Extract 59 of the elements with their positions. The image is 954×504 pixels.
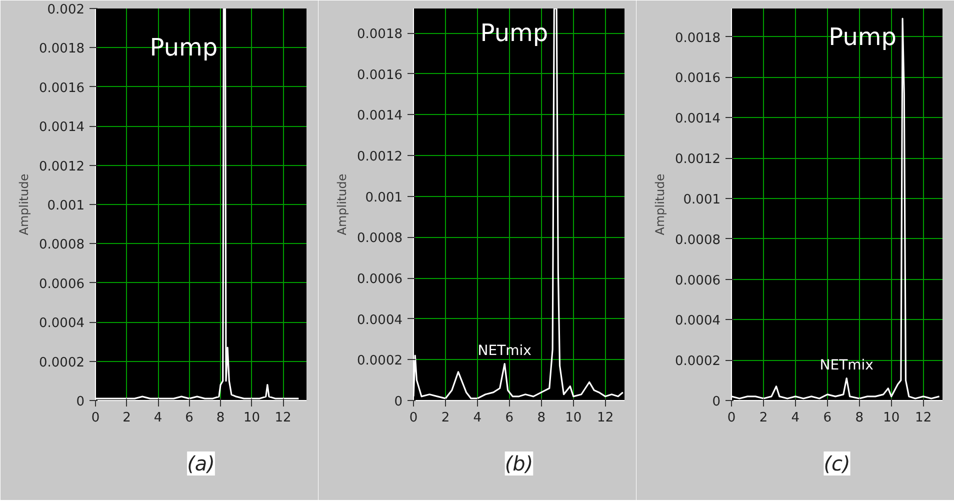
y-axis-title: Amplitude [653, 174, 668, 236]
y-tick-label: 0.0016 [357, 68, 403, 83]
y-tick-label: 0.0018 [39, 42, 85, 57]
y-tick-label: 0.002 [47, 2, 84, 18]
x-tick-label: 6 [185, 410, 194, 426]
x-tick-label: 2 [441, 410, 450, 426]
y-tick-label: 0.0006 [675, 273, 721, 288]
y-axis-title: Amplitude [17, 174, 32, 236]
y-tick-label: 0.0012 [357, 150, 403, 164]
x-tick-label: 10 [565, 410, 582, 426]
x-tick-label: 0 [409, 410, 418, 426]
y-tick-label: 0 [712, 394, 721, 410]
y-tick-label: 0.0006 [39, 276, 85, 292]
x-tick-label: 0 [91, 410, 100, 426]
x-tick-label: 4 [791, 410, 800, 426]
text: (b) [504, 452, 534, 476]
y-tick-label: 0.0014 [675, 112, 721, 127]
y-tick-label: 0.0012 [675, 152, 721, 168]
y-tick-label: 0 [76, 394, 85, 410]
x-tick-label: 8 [216, 410, 225, 426]
y-tick-label: 0.0004 [357, 312, 403, 328]
y-tick-label: 0.0014 [357, 108, 403, 124]
y-tick-label: 0.0002 [675, 354, 721, 370]
y-tick-label: 0.0004 [39, 316, 85, 332]
text: (c) [824, 452, 850, 476]
x-tick-label: 8 [855, 410, 864, 426]
x-tick-label: 10 [244, 410, 260, 426]
y-tick-label: 0.0008 [39, 238, 85, 253]
y-tick-label: 0.0002 [39, 355, 85, 370]
x-tick-label: 8 [537, 410, 546, 426]
y-tick-label: 0.0014 [39, 120, 85, 136]
y-tick-label: 0.0002 [357, 354, 403, 369]
x-tick-label: 2 [122, 410, 131, 426]
y-tick-label: 0.0006 [357, 272, 403, 287]
y-tick-label: 0.001 [365, 190, 402, 206]
y-tick-label: 0.0004 [675, 314, 721, 329]
x-tick-label: 4 [473, 410, 482, 426]
y-tick-label: 0.0008 [675, 232, 721, 248]
x-tick-label: 6 [823, 410, 832, 426]
y-tick-label: 0.0018 [675, 30, 721, 46]
y-tick-label: 0.0018 [357, 27, 403, 42]
y-tick-label: 0.001 [683, 192, 720, 208]
y-axis-title: Amplitude [335, 174, 350, 236]
y-tick-label: 0.0016 [675, 71, 721, 86]
text: (a) [187, 452, 215, 476]
x-tick-label: 12 [274, 410, 292, 426]
y-tick-label: 0.0012 [39, 159, 85, 174]
x-tick-label: 4 [154, 410, 162, 426]
y-tick-label: 0.0008 [357, 231, 403, 246]
y-tick-label: 0.001 [47, 198, 84, 214]
x-tick-label: 6 [505, 410, 514, 426]
x-tick-label: 10 [883, 410, 900, 426]
x-tick-label: 12 [915, 410, 932, 426]
line-series [414, 8, 624, 400]
x-tick-label: 2 [759, 410, 768, 426]
y-tick-label: 0.0016 [39, 80, 85, 96]
x-tick-label: 0 [727, 410, 736, 426]
x-tick-label: 12 [597, 410, 614, 426]
y-tick-label: 0 [394, 394, 403, 410]
